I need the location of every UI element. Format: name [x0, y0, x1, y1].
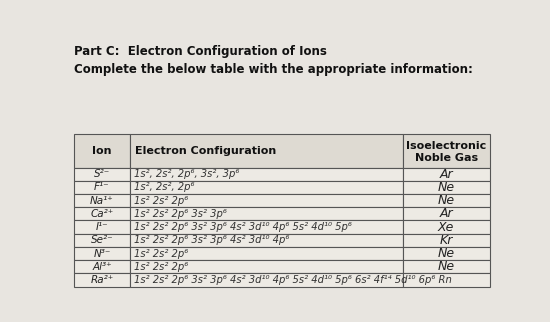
Text: Isoelectronic: Isoelectronic: [406, 141, 486, 151]
Bar: [130, 194, 403, 207]
Bar: [403, 221, 490, 234]
Text: F¹⁻: F¹⁻: [94, 182, 110, 193]
Bar: [74, 207, 130, 221]
Bar: [130, 134, 403, 167]
Text: Ca²⁺: Ca²⁺: [90, 209, 113, 219]
Text: 1s², 2s², 2p⁶: 1s², 2s², 2p⁶: [134, 182, 195, 193]
Bar: [403, 234, 490, 247]
Bar: [74, 134, 130, 167]
Bar: [74, 273, 130, 287]
Bar: [403, 273, 490, 287]
Text: Part C:  Electron Configuration of Ions: Part C: Electron Configuration of Ions: [74, 45, 327, 58]
Text: Xe: Xe: [438, 221, 454, 233]
Bar: [130, 207, 403, 221]
Text: Ra²⁺: Ra²⁺: [90, 275, 113, 285]
Text: Al³⁺: Al³⁺: [92, 262, 112, 272]
Text: Ion: Ion: [92, 146, 112, 156]
Text: Ar: Ar: [439, 168, 453, 181]
Text: 1s² 2s² 2p⁶ 3s² 3p⁶ 4s² 3d¹⁰ 4p⁶ 5s² 4d¹⁰ 5p⁶: 1s² 2s² 2p⁶ 3s² 3p⁶ 4s² 3d¹⁰ 4p⁶ 5s² 4d¹…: [134, 222, 352, 232]
Bar: [74, 260, 130, 273]
Bar: [403, 134, 490, 167]
Bar: [130, 247, 403, 260]
Bar: [403, 194, 490, 207]
Bar: [130, 273, 403, 287]
Text: 1s² 2s² 2p⁶: 1s² 2s² 2p⁶: [134, 249, 189, 259]
Bar: [403, 167, 490, 181]
Text: Na¹⁺: Na¹⁺: [90, 196, 114, 206]
Bar: [130, 181, 403, 194]
Text: Kr: Kr: [439, 234, 453, 247]
Text: Se²⁻: Se²⁻: [91, 235, 113, 245]
Text: 1s² 2s² 2p⁶ 3s² 3p⁶ 4s² 3d¹⁰ 4p⁶ 5s² 4d¹⁰ 5p⁶ 6s² 4f¹⁴ 5d¹⁰ 6p⁶ Rn: 1s² 2s² 2p⁶ 3s² 3p⁶ 4s² 3d¹⁰ 4p⁶ 5s² 4d¹…: [134, 275, 452, 285]
Text: Complete the below table with the appropriate information:: Complete the below table with the approp…: [74, 63, 473, 76]
Text: Noble Gas: Noble Gas: [415, 153, 478, 163]
Bar: [74, 181, 130, 194]
Text: 1s² 2s² 2p⁶: 1s² 2s² 2p⁶: [134, 196, 189, 206]
Text: 1s², 2s², 2p⁶, 3s², 3p⁶: 1s², 2s², 2p⁶, 3s², 3p⁶: [134, 169, 240, 179]
Text: Ne: Ne: [438, 260, 455, 273]
Bar: [74, 234, 130, 247]
Text: Ne: Ne: [438, 181, 455, 194]
Text: 1s² 2s² 2p⁶: 1s² 2s² 2p⁶: [134, 262, 189, 272]
Bar: [130, 234, 403, 247]
Bar: [74, 221, 130, 234]
Text: Ar: Ar: [439, 207, 453, 220]
Text: N³⁻: N³⁻: [94, 249, 111, 259]
Text: I¹⁻: I¹⁻: [96, 222, 108, 232]
Bar: [74, 167, 130, 181]
Bar: [403, 207, 490, 221]
Bar: [74, 247, 130, 260]
Text: Ne: Ne: [438, 194, 455, 207]
Text: Ne: Ne: [438, 247, 455, 260]
Bar: [130, 260, 403, 273]
Bar: [403, 181, 490, 194]
Text: S²⁻: S²⁻: [94, 169, 110, 179]
Text: Electron Configuration: Electron Configuration: [135, 146, 277, 156]
Text: 1s² 2s² 2p⁶ 3s² 3p⁶ 4s² 3d¹⁰ 4p⁶: 1s² 2s² 2p⁶ 3s² 3p⁶ 4s² 3d¹⁰ 4p⁶: [134, 235, 290, 245]
Bar: [403, 260, 490, 273]
Text: 1s² 2s² 2p⁶ 3s² 3p⁶: 1s² 2s² 2p⁶ 3s² 3p⁶: [134, 209, 227, 219]
Bar: [130, 221, 403, 234]
Bar: [403, 247, 490, 260]
Bar: [130, 167, 403, 181]
Bar: [74, 194, 130, 207]
